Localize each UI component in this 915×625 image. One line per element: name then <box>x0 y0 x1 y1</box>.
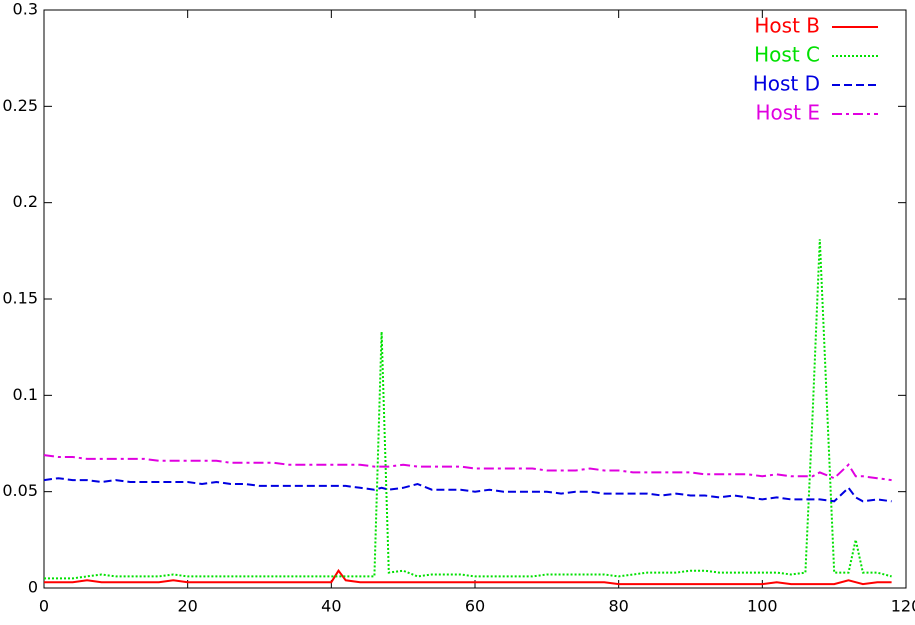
series-line <box>44 239 892 580</box>
legend-label: Host D <box>753 72 820 96</box>
legend-label: Host C <box>754 43 820 67</box>
x-tick-label: 60 <box>465 597 485 616</box>
series-line <box>43 477 892 503</box>
y-tick-label: 0.3 <box>13 0 38 19</box>
y-tick-label: 0.2 <box>13 192 38 211</box>
x-tick-label: 80 <box>608 597 628 616</box>
x-tick-label: 20 <box>177 597 197 616</box>
series-line <box>44 568 892 586</box>
y-tick-label: 0.15 <box>2 289 38 308</box>
y-tick-label: 0 <box>28 578 38 597</box>
y-tick-label: 0.1 <box>13 385 38 404</box>
legend-label: Host E <box>755 101 820 125</box>
x-tick-label: 100 <box>747 597 778 616</box>
series-line <box>43 454 892 482</box>
y-tick-label: 0.25 <box>2 96 38 115</box>
x-tick-label: 120 <box>891 597 915 616</box>
x-tick-label: 0 <box>39 597 49 616</box>
x-tick-label: 40 <box>321 597 341 616</box>
plot-frame <box>43 9 907 589</box>
legend-label: Host B <box>754 14 820 38</box>
y-tick-label: 0.05 <box>2 481 38 500</box>
